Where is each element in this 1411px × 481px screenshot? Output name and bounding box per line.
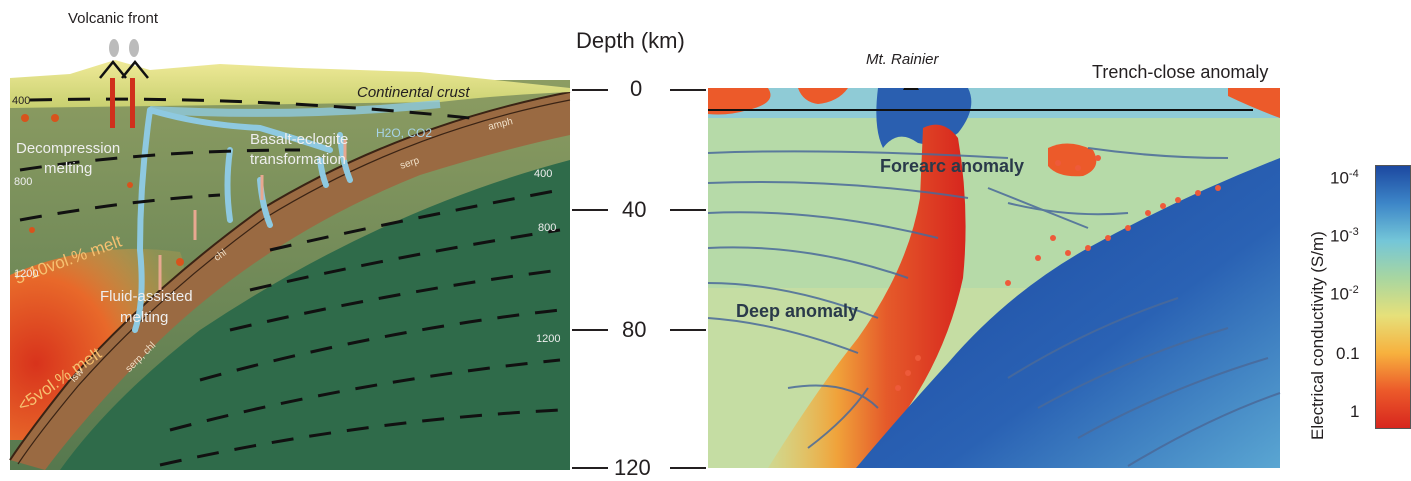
fluid-pathways [132, 107, 353, 333]
basalt-eclogite-label-1: Basalt-eclogite [250, 131, 349, 148]
depth-axis-title: Depth (km) [576, 28, 685, 53]
tick-base: 0.1 [1336, 344, 1360, 363]
conductivity-model [708, 88, 1281, 468]
depth-tick-40: 40 [622, 197, 647, 222]
seismicity-points [895, 155, 1221, 391]
tick-exp: -3 [1348, 226, 1359, 238]
isotherm-800-right: 800 [538, 222, 557, 234]
tick-exp: -2 [1348, 284, 1359, 296]
melt-droplets [21, 114, 184, 266]
surface-layer [708, 88, 1280, 118]
colorbar-tick-1e-4: 10-4 [1330, 168, 1359, 189]
depth-tick-80: 80 [622, 317, 647, 342]
flow-streamlines [708, 147, 1281, 467]
basalt-eclogite-label-2: transformation [250, 151, 346, 168]
mt-rainier-label: Mt. Rainier [866, 51, 939, 68]
decompression-label-2: melting [44, 160, 93, 177]
forearc-anomaly [1048, 143, 1097, 177]
volcanic-front-label: Volcanic front [68, 10, 159, 27]
depth-tick-0: 0 [630, 76, 643, 101]
h2o-co2-label: H2O, CO2 [376, 126, 433, 140]
slab-surface-line [9, 91, 571, 461]
fluid-assisted-label-2: melting [120, 309, 169, 326]
tick-base: 1 [1350, 402, 1360, 421]
tick-base: 10 [1330, 226, 1349, 246]
continental-crust-label: Continental crust [357, 84, 470, 101]
slab-inner-line [17, 99, 571, 465]
deep-anomaly-label: Deep anomaly [736, 301, 859, 321]
mt-rainier-marker-icon [903, 88, 919, 90]
fluid-assisted-label-1: Fluid-assisted [100, 288, 193, 305]
decompression-label-1: Decompression [16, 140, 121, 157]
colorbar-tick-1e-2: 10-2 [1330, 284, 1359, 305]
continental-crust [10, 60, 570, 108]
isotherm-1200-left: 1200 [14, 268, 39, 280]
tick-base: 10 [1330, 168, 1349, 188]
oceanic-lithosphere [60, 160, 570, 470]
depth-tick-120: 120 [614, 455, 651, 480]
deep-anomaly [768, 124, 966, 468]
colorbar [1375, 165, 1411, 429]
isotherm-400-right: 400 [534, 168, 553, 180]
forearc-anomaly-label: Forearc anomaly [880, 156, 1025, 176]
subduction-cross-section [9, 39, 571, 470]
depth-axis-ticks [572, 89, 706, 469]
tick-base: 10 [1330, 284, 1349, 304]
tick-exp: -4 [1348, 168, 1359, 180]
colorbar-tick-0-1: 0.1 [1336, 344, 1360, 364]
fluid-film [149, 100, 441, 117]
isotherm-400-left: 400 [12, 95, 31, 107]
fluid-arrows [158, 140, 347, 290]
volcano-icon [99, 39, 149, 128]
colorbar-tick-1e-3: 10-3 [1330, 226, 1359, 247]
subducting-slab [10, 92, 570, 470]
trench-close-anomaly-label: Trench-close anomaly [1092, 62, 1269, 82]
isotherm-1200-right: 1200 [536, 333, 561, 345]
colorbar-title: Electrical conductivity (S/m) [1308, 231, 1327, 440]
surface-anomalies [708, 88, 1280, 118]
isotherm-800-left: 800 [14, 176, 33, 188]
mantle-flow-lines [19, 97, 561, 467]
colorbar-tick-1: 1 [1350, 402, 1359, 422]
